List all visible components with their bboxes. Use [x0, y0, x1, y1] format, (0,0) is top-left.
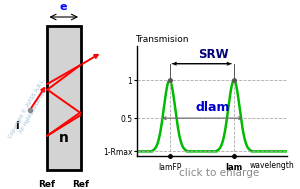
Text: Ref: Ref [73, 180, 89, 189]
Bar [46, 26, 81, 170]
Text: click to enlarge: click to enlarge [179, 168, 259, 178]
Text: SRW: SRW [198, 48, 229, 61]
Text: e: e [60, 2, 68, 12]
Text: i: i [15, 121, 18, 131]
Text: Copyright © AVISS A.R.L.
All rights reserved: Copyright © AVISS A.R.L. All rights rese… [8, 77, 52, 142]
Text: lam: lam [225, 163, 243, 173]
Text: Ref: Ref [38, 180, 55, 189]
Text: Transmision: Transmision [135, 35, 188, 44]
Text: n: n [59, 132, 69, 146]
Text: dlam: dlam [196, 101, 230, 114]
Text: wavelength: wavelength [249, 161, 294, 170]
Text: lamFP: lamFP [158, 163, 181, 173]
